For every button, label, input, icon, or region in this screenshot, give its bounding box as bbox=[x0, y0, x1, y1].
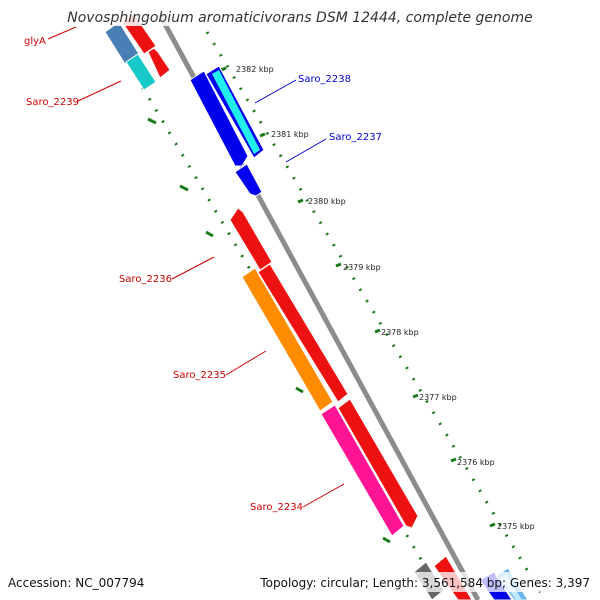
tick-label-2375: 2375 kbp bbox=[497, 522, 535, 531]
tick-label-2381: 2381 kbp bbox=[271, 130, 309, 139]
tick-2381: 2381 kbp bbox=[259, 130, 309, 139]
gene-label-saro2235[interactable]: Saro_2235 bbox=[173, 370, 226, 381]
feature-saro2238[interactable] bbox=[189, 70, 249, 167]
gene-label-glyA[interactable]: glyA bbox=[24, 36, 46, 47]
tick-label-2377: 2377 kbp bbox=[419, 393, 457, 402]
gene-label-saro2239[interactable]: Saro_2239 bbox=[26, 97, 79, 108]
tick-label-2376: 2376 kbp bbox=[457, 458, 495, 467]
gene-label-saro2236[interactable]: Saro_2236 bbox=[119, 274, 172, 285]
feature-saro2236[interactable] bbox=[229, 207, 273, 271]
tick-label-2380: 2380 kbp bbox=[308, 197, 346, 206]
tick-label-2379: 2379 kbp bbox=[343, 263, 381, 272]
tick-label-2378: 2378 kbp bbox=[381, 328, 419, 337]
scale-ticks: 2382 kbp 2381 kbp 2380 kbp 2379 kbp 2378… bbox=[147, 65, 535, 544]
tick-label-2382: 2382 kbp bbox=[236, 65, 274, 74]
tick-2377: 2377 kbp bbox=[412, 393, 457, 402]
feature-saro2237[interactable] bbox=[205, 65, 265, 159]
feature-small-blue[interactable] bbox=[234, 163, 263, 197]
gene-label-saro2237[interactable]: Saro_2237 bbox=[329, 132, 382, 143]
feature-saro2239[interactable] bbox=[125, 53, 157, 91]
tick-2382: 2382 kbp bbox=[220, 65, 274, 74]
tick-2380: 2380 kbp bbox=[297, 197, 346, 206]
accession-text: Accession: NC_007794 bbox=[8, 576, 144, 590]
tick-2378: 2378 kbp bbox=[374, 328, 419, 337]
feature-top-red-2[interactable] bbox=[147, 47, 171, 79]
feature-saro2235[interactable] bbox=[241, 267, 334, 412]
feature-red-long-right[interactable] bbox=[257, 263, 349, 403]
genome-summary-text: Topology: circular; Length: 3,561,584 bp… bbox=[259, 576, 590, 590]
feature-red-lower-right[interactable] bbox=[337, 398, 419, 529]
leader-lines bbox=[47, 26, 345, 508]
feature-saro2234[interactable] bbox=[320, 404, 405, 537]
gene-label-saro2234[interactable]: Saro_2234 bbox=[250, 502, 303, 513]
tick-2375: 2375 kbp bbox=[489, 522, 535, 531]
gene-label-saro2238[interactable]: Saro_2238 bbox=[298, 74, 351, 85]
outer-dotted-track bbox=[205, 31, 547, 600]
tick-2376: 2376 kbp bbox=[450, 457, 495, 467]
tick-2379: 2379 kbp bbox=[335, 262, 381, 272]
map-title: Novosphingobium aromaticivorans DSM 1244… bbox=[67, 10, 532, 26]
